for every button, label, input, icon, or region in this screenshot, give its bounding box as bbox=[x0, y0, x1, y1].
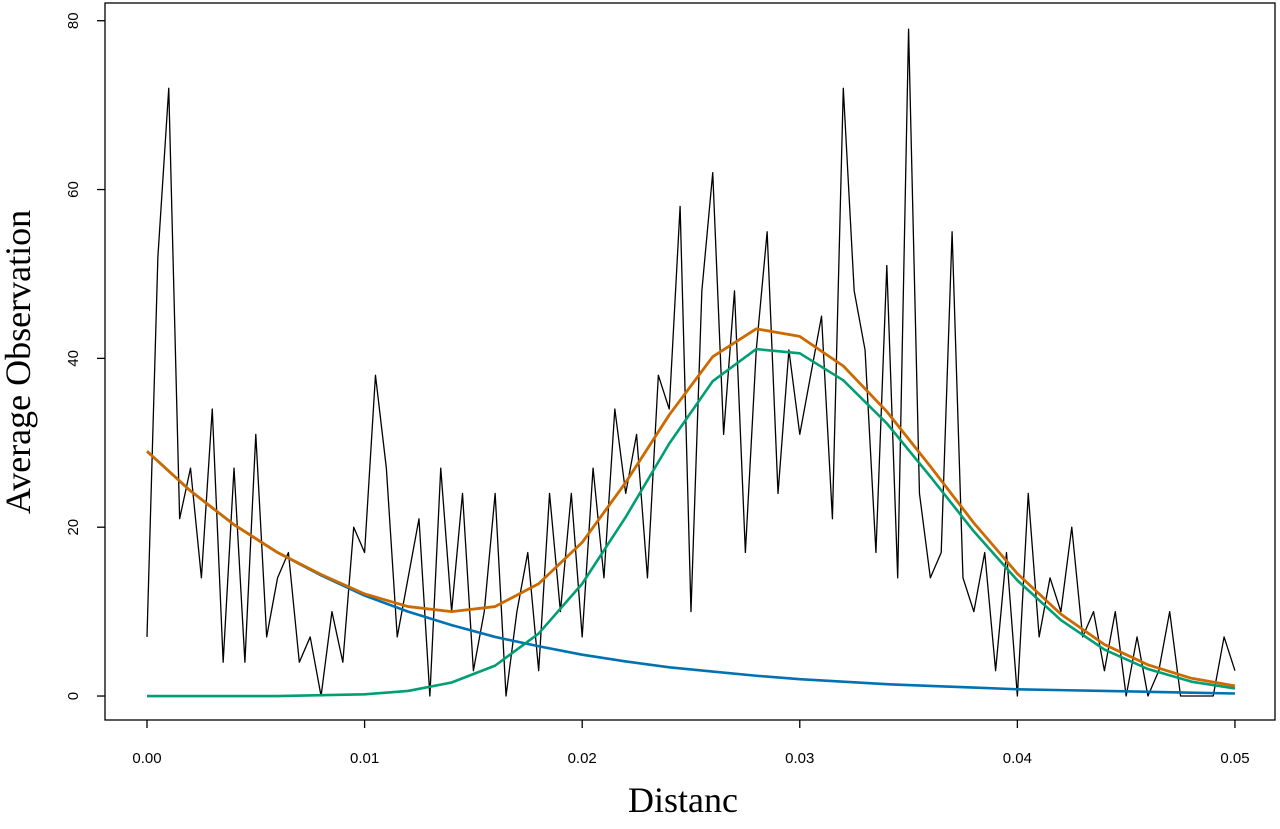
series-line bbox=[146, 327, 1236, 688]
x-tick-label: 0.00 bbox=[132, 750, 161, 767]
x-tick-label: 0.03 bbox=[785, 750, 814, 767]
y-tick-label: 20 bbox=[65, 519, 82, 536]
x-tick-label: 0.02 bbox=[568, 750, 597, 767]
x-tick-label: 0.04 bbox=[1003, 750, 1032, 767]
series-line bbox=[146, 347, 1236, 698]
series-line bbox=[146, 450, 1235, 695]
x-tick-label: 0.05 bbox=[1220, 750, 1249, 767]
y-tick-label: 60 bbox=[65, 181, 82, 198]
y-tick-label: 40 bbox=[65, 350, 82, 367]
series-line bbox=[146, 28, 1236, 697]
y-tick-label: 80 bbox=[65, 12, 82, 29]
x-axis-label: Distanc bbox=[628, 780, 738, 820]
plot-box bbox=[104, 2, 1276, 721]
y-axis-label: Average Observation bbox=[0, 210, 38, 514]
x-tick-label: 0.01 bbox=[350, 750, 379, 767]
y-tick-label: 0 bbox=[65, 692, 82, 700]
